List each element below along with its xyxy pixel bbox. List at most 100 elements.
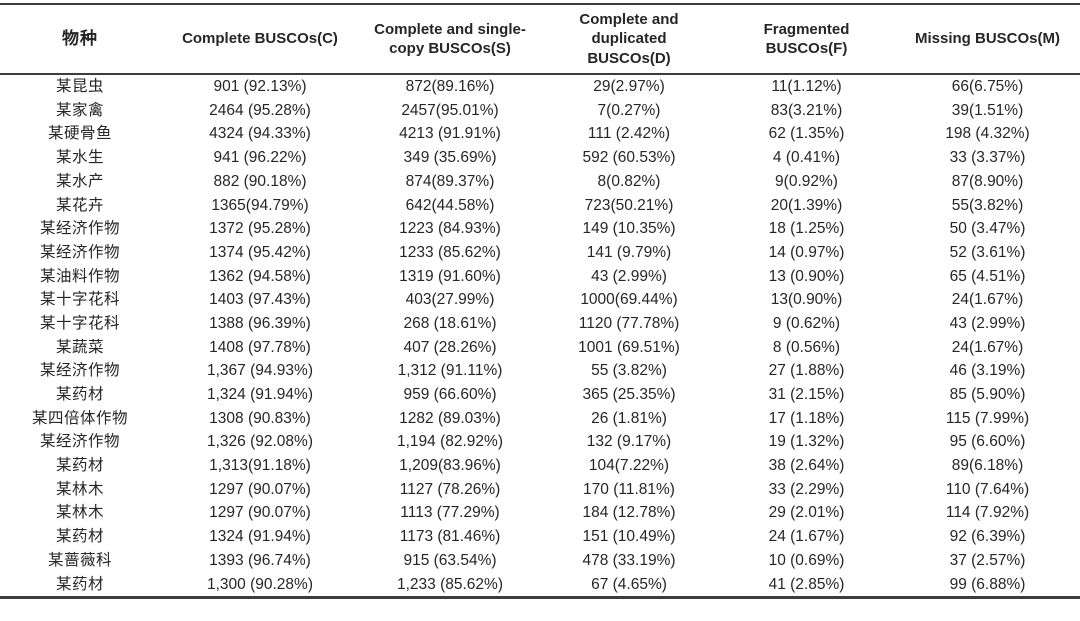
table-cell-duplicated: 104(7.22%) [588,457,670,475]
species-cell: 某经济作物 [39,220,120,238]
table-cell-missing: 89(6.18%) [951,457,1024,475]
table-cell-complete: 1393 (96.74%) [209,551,311,569]
species-cell: 某药材 [55,528,104,546]
table-head: 物种 Complete BUSCOs(C) Complete and single-… [0,4,1080,74]
table-cell-duplicated: 478 (33.19%) [582,551,676,569]
table-cell-single: 1,312 (91.11%) [397,362,503,380]
table-cell-duplicated: 43 (2.99%) [591,267,667,285]
table-cell-single: 2457(95.01%) [401,101,499,119]
table-row: 某药材 1,300 (90.28%) 1,233 (85.62%) 67 (4.65%… [0,572,1080,597]
table-cell-single: 1,209(83.96%) [399,457,501,475]
species-cell: 某药材 [55,457,104,475]
table-cell-complete: 1324 (91.94%) [209,528,311,546]
table-cell-fragmented: 11(1.12%) [771,78,842,96]
table-cell-single: 349 (35.69%) [403,149,497,167]
table-row: 某硬骨鱼 4324 (94.33%) 4213 (91.91%) 111 (2.42%… [0,122,1080,146]
table-cell-fragmented: 18 (1.25%) [768,220,845,238]
species-cell: 某花卉 [55,196,104,214]
table-cell-complete: 1297 (90.07%) [209,480,311,498]
table-row: 某药材 1324 (91.94%) 1173 (81.46%) 151 (10.49%… [0,525,1080,549]
table-cell-single: 642(44.58%) [405,196,495,214]
table-cell-missing: 24(1.67%) [951,338,1024,356]
table-cell-single: 407 (28.26%) [403,338,497,356]
table-cell-single: 1282 (89.03%) [399,409,501,427]
table-cell-fragmented: 19 (1.32%) [768,433,845,451]
column-header-fragmented: Fragmented BUSCOs(F) [763,20,850,58]
species-cell: 某蔷薇科 [47,551,112,569]
table-cell-fragmented: 31 (2.15%) [768,386,845,404]
table-cell-duplicated: 1120 (77.78%) [578,314,680,332]
table-cell-complete: 1365(94.79%) [211,196,309,214]
table-cell-duplicated: 67 (4.65%) [591,575,667,593]
table-cell-single: 4213 (91.91%) [399,125,501,143]
table-cell-missing: 198 (4.32%) [945,125,1030,143]
table-cell-fragmented: 9 (0.62%) [772,314,841,332]
table-cell-fragmented: 38 (2.64%) [768,457,845,475]
species-cell: 某硬骨鱼 [47,125,112,143]
table-cell-single: 959 (66.60%) [403,386,497,404]
table-cell-complete: 901 (92.13%) [213,78,307,96]
table-cell-missing: 33 (3.37%) [949,149,1026,167]
table-cell-complete: 1,367 (94.93%) [207,362,313,380]
table-row: 某林木 1297 (90.07%) 1127 (78.26%) 170 (11.81%… [0,478,1080,502]
table-cell-missing: 99 (6.88%) [949,575,1026,593]
table-cell-single: 1113 (77.29%) [400,504,500,522]
table-cell-single: 1,233 (85.62%) [397,575,503,593]
table-cell-duplicated: 365 (25.35%) [582,386,676,404]
table-cell-duplicated: 151 (10.49%) [582,528,676,546]
table-row: 某水生 941 (96.22%) 349 (35.69%) 592 (60.53%) 4… [0,146,1080,170]
table-cell-duplicated: 141 (9.79%) [586,243,672,261]
species-cell: 某十字花科 [39,291,120,309]
column-header-missing: Missing BUSCOs(M) [914,30,1060,48]
table-cell-duplicated: 1000(69.44%) [580,291,678,309]
table-cell-fragmented: 83(3.21%) [770,101,843,119]
species-cell: 某药材 [55,386,104,404]
table-body: 某昆虫 901 (92.13%) 872(89.16%) 29(2.97%) 11(1.… [0,74,1080,598]
table-cell-missing: 95 (6.60%) [949,433,1026,451]
species-cell: 某家禽 [55,101,104,119]
table-cell-missing: 46 (3.19%) [949,362,1026,380]
species-cell: 某林木 [55,480,104,498]
table-row: 某家禽 2464 (95.28%) 2457(95.01%) 7(0.27%) 83(3… [0,99,1080,123]
table-cell-fragmented: 14 (0.97%) [768,243,845,261]
table-cell-fragmented: 29 (2.01%) [768,504,845,522]
table-cell-complete: 1,324 (91.94%) [207,386,313,404]
species-cell: 某蔬菜 [55,338,104,356]
table-row: 某林木 1297 (90.07%) 1113 (77.29%) 184 (12.78%… [0,501,1080,525]
table-cell-single: 872(89.16%) [405,78,495,96]
table-cell-missing: 114 (7.92%) [945,504,1030,522]
table-cell-duplicated: 55 (3.82%) [591,362,667,380]
table-row: 某经济作物 1,326 (92.08%) 1,194 (82.92%) 132 (9.… [0,430,1080,454]
header-row: 物种 Complete BUSCOs(C) Complete and single-… [0,4,1080,74]
table-cell-complete: 1374 (95.42%) [209,243,311,261]
table-cell-fragmented: 20(1.39%) [770,196,843,214]
table-cell-missing: 50 (3.47%) [949,220,1026,238]
table-cell-duplicated: 1001 (69.51%) [578,338,680,356]
table-cell-missing: 85 (5.90%) [949,386,1026,404]
table-cell-fragmented: 62 (1.35%) [768,125,845,143]
table-cell-duplicated: 7(0.27%) [597,101,661,119]
table-cell-complete: 1403 (97.43%) [209,291,311,309]
busco-table: 物种 Complete BUSCOs(C) Complete and single-… [0,3,1080,600]
table-cell-duplicated: 8(0.82%) [597,172,661,190]
table-cell-missing: 66(6.75%) [951,78,1024,96]
species-cell: 某昆虫 [55,78,104,96]
table-cell-missing: 110 (7.64%) [945,480,1030,498]
species-cell: 某油料作物 [39,267,120,285]
table-row: 某蔬菜 1408 (97.78%) 407 (28.26%) 1001 (69.51%… [0,336,1080,360]
table-row: 某药材 1,313(91.18%) 1,209(83.96%) 104(7.22%) 3… [0,454,1080,478]
table-cell-missing: 55(3.82%) [951,196,1024,214]
table-cell-duplicated: 26 (1.81%) [591,409,667,427]
table-cell-missing: 52 (3.61%) [949,243,1026,261]
table-row: 某水产 882 (90.18%) 874(89.37%) 8(0.82%) 9(0.92… [0,170,1080,194]
table-cell-fragmented: 41 (2.85%) [768,575,845,593]
table-cell-single: 915 (63.54%) [403,551,497,569]
table-cell-fragmented: 24 (1.67%) [768,528,845,546]
table-cell-single: 1223 (84.93%) [399,220,501,238]
column-header-complete: Complete BUSCOs(C) [182,30,338,48]
table-cell-missing: 92 (6.39%) [949,528,1026,546]
species-cell: 某经济作物 [39,243,120,261]
table-cell-complete: 1408 (97.78%) [209,338,311,356]
table-cell-single: 874(89.37%) [405,172,495,190]
table-cell-complete: 882 (90.18%) [213,172,307,190]
